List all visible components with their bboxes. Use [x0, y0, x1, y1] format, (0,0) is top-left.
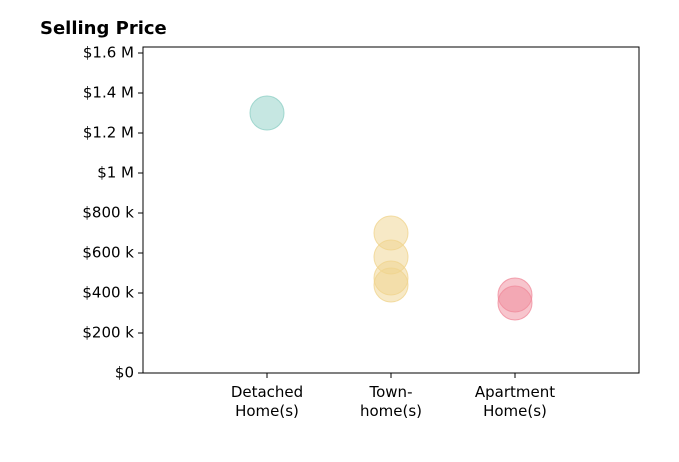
x-tick-label: Town-home(s)	[360, 383, 422, 420]
y-tick-label: $600 k	[82, 244, 134, 262]
y-tick-label: $200 k	[82, 324, 134, 342]
point	[497, 285, 533, 321]
x-tick-label: Apartment Home(s)	[475, 383, 555, 420]
y-tick-label: $800 k	[82, 204, 134, 222]
x-tick-label: Detached Home(s)	[231, 383, 303, 420]
y-tick-label: $1.4 M	[83, 84, 134, 102]
y-tick-label: $400 k	[82, 284, 134, 302]
y-tick-label: $1.2 M	[83, 124, 134, 142]
y-tick-label: $0	[115, 364, 134, 382]
point	[249, 95, 285, 131]
y-tick-label: $1 M	[97, 164, 134, 182]
point	[373, 267, 409, 303]
chart-title: Selling Price	[40, 18, 167, 39]
y-tick-label: $1.6 M	[83, 44, 134, 62]
plot-frame	[142, 46, 640, 374]
